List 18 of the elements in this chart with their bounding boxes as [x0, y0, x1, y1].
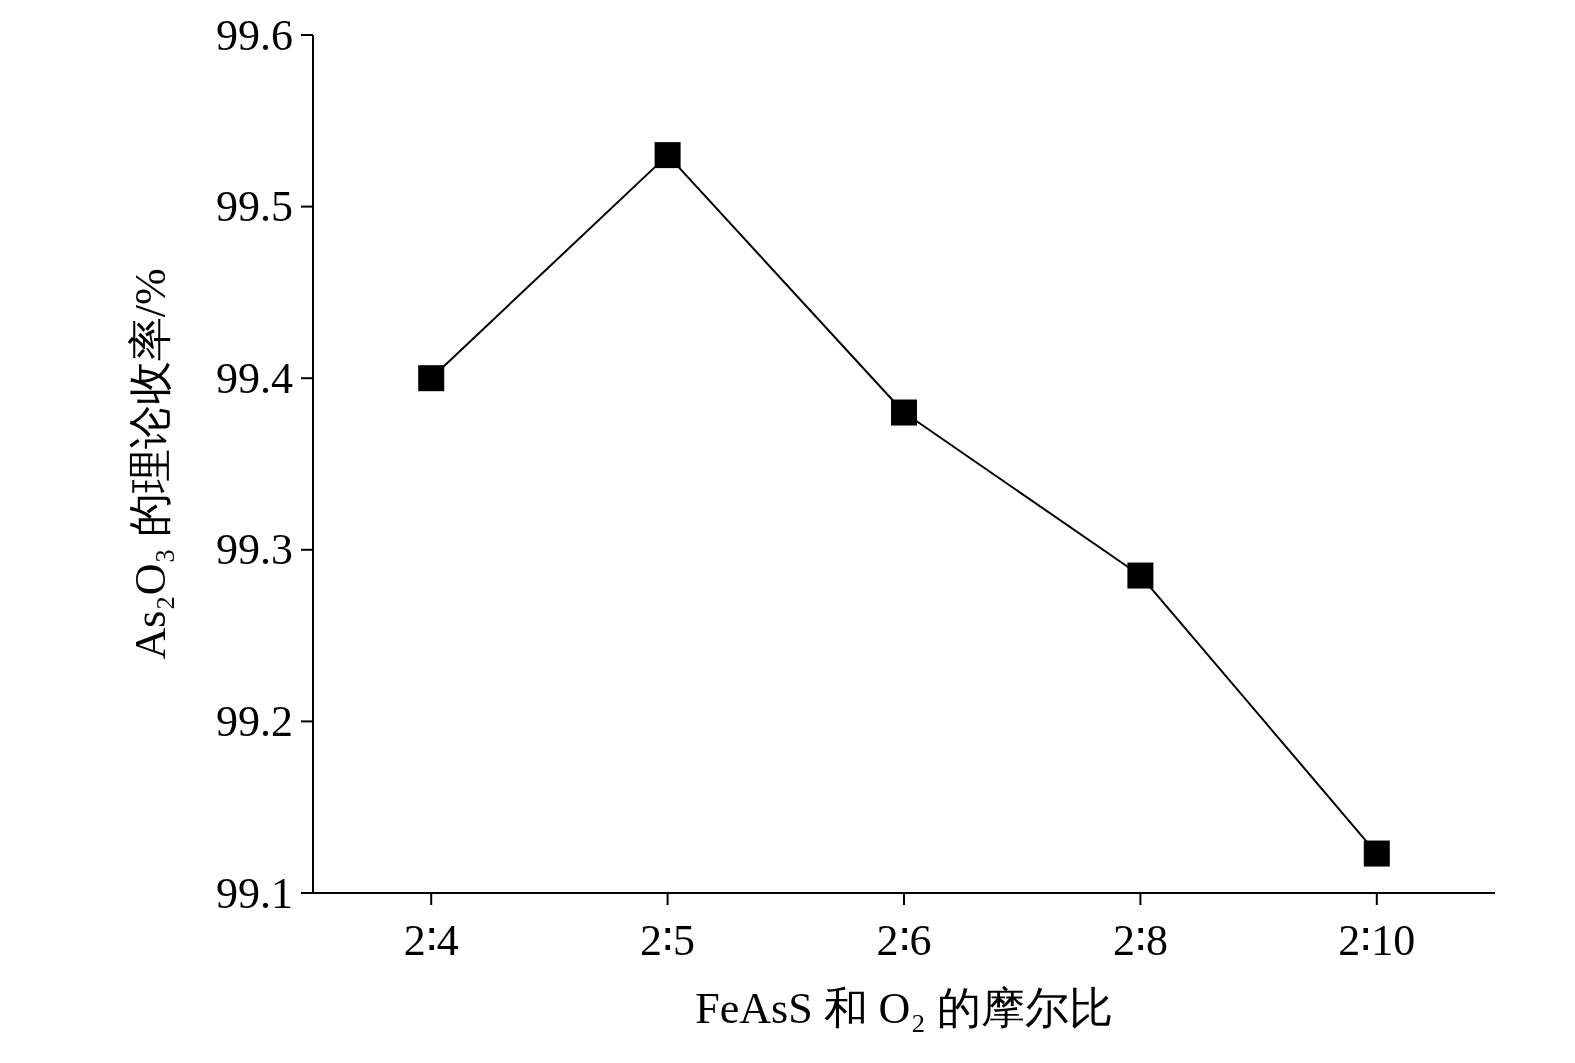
x-tick-label: 2∶4 — [403, 916, 459, 965]
y-tick-label: 99.2 — [216, 696, 293, 746]
point — [891, 399, 917, 426]
x-tick-label: 2∶10 — [1338, 916, 1416, 965]
x-axis-title: FeAsS 和 O₂ 的摩尔比 — [695, 984, 1113, 1033]
point — [1127, 562, 1154, 589]
x-tick-label: 2∶8 — [1112, 916, 1168, 965]
y-tick-label: 99.4 — [216, 353, 293, 403]
point — [654, 142, 681, 169]
y-tick-label: 99.6 — [216, 10, 293, 60]
point — [418, 365, 445, 392]
y-tick-label: 99.5 — [216, 182, 293, 232]
x-tick-label: 2∶5 — [640, 916, 696, 965]
x-tick-label: 2∶6 — [876, 916, 932, 965]
y-tick-label: 99.3 — [216, 525, 293, 575]
point — [1363, 840, 1390, 867]
y-tick-label: 99.1 — [216, 868, 293, 918]
y-axis-title: As₂O₃ 的理论收率/% — [126, 268, 175, 660]
